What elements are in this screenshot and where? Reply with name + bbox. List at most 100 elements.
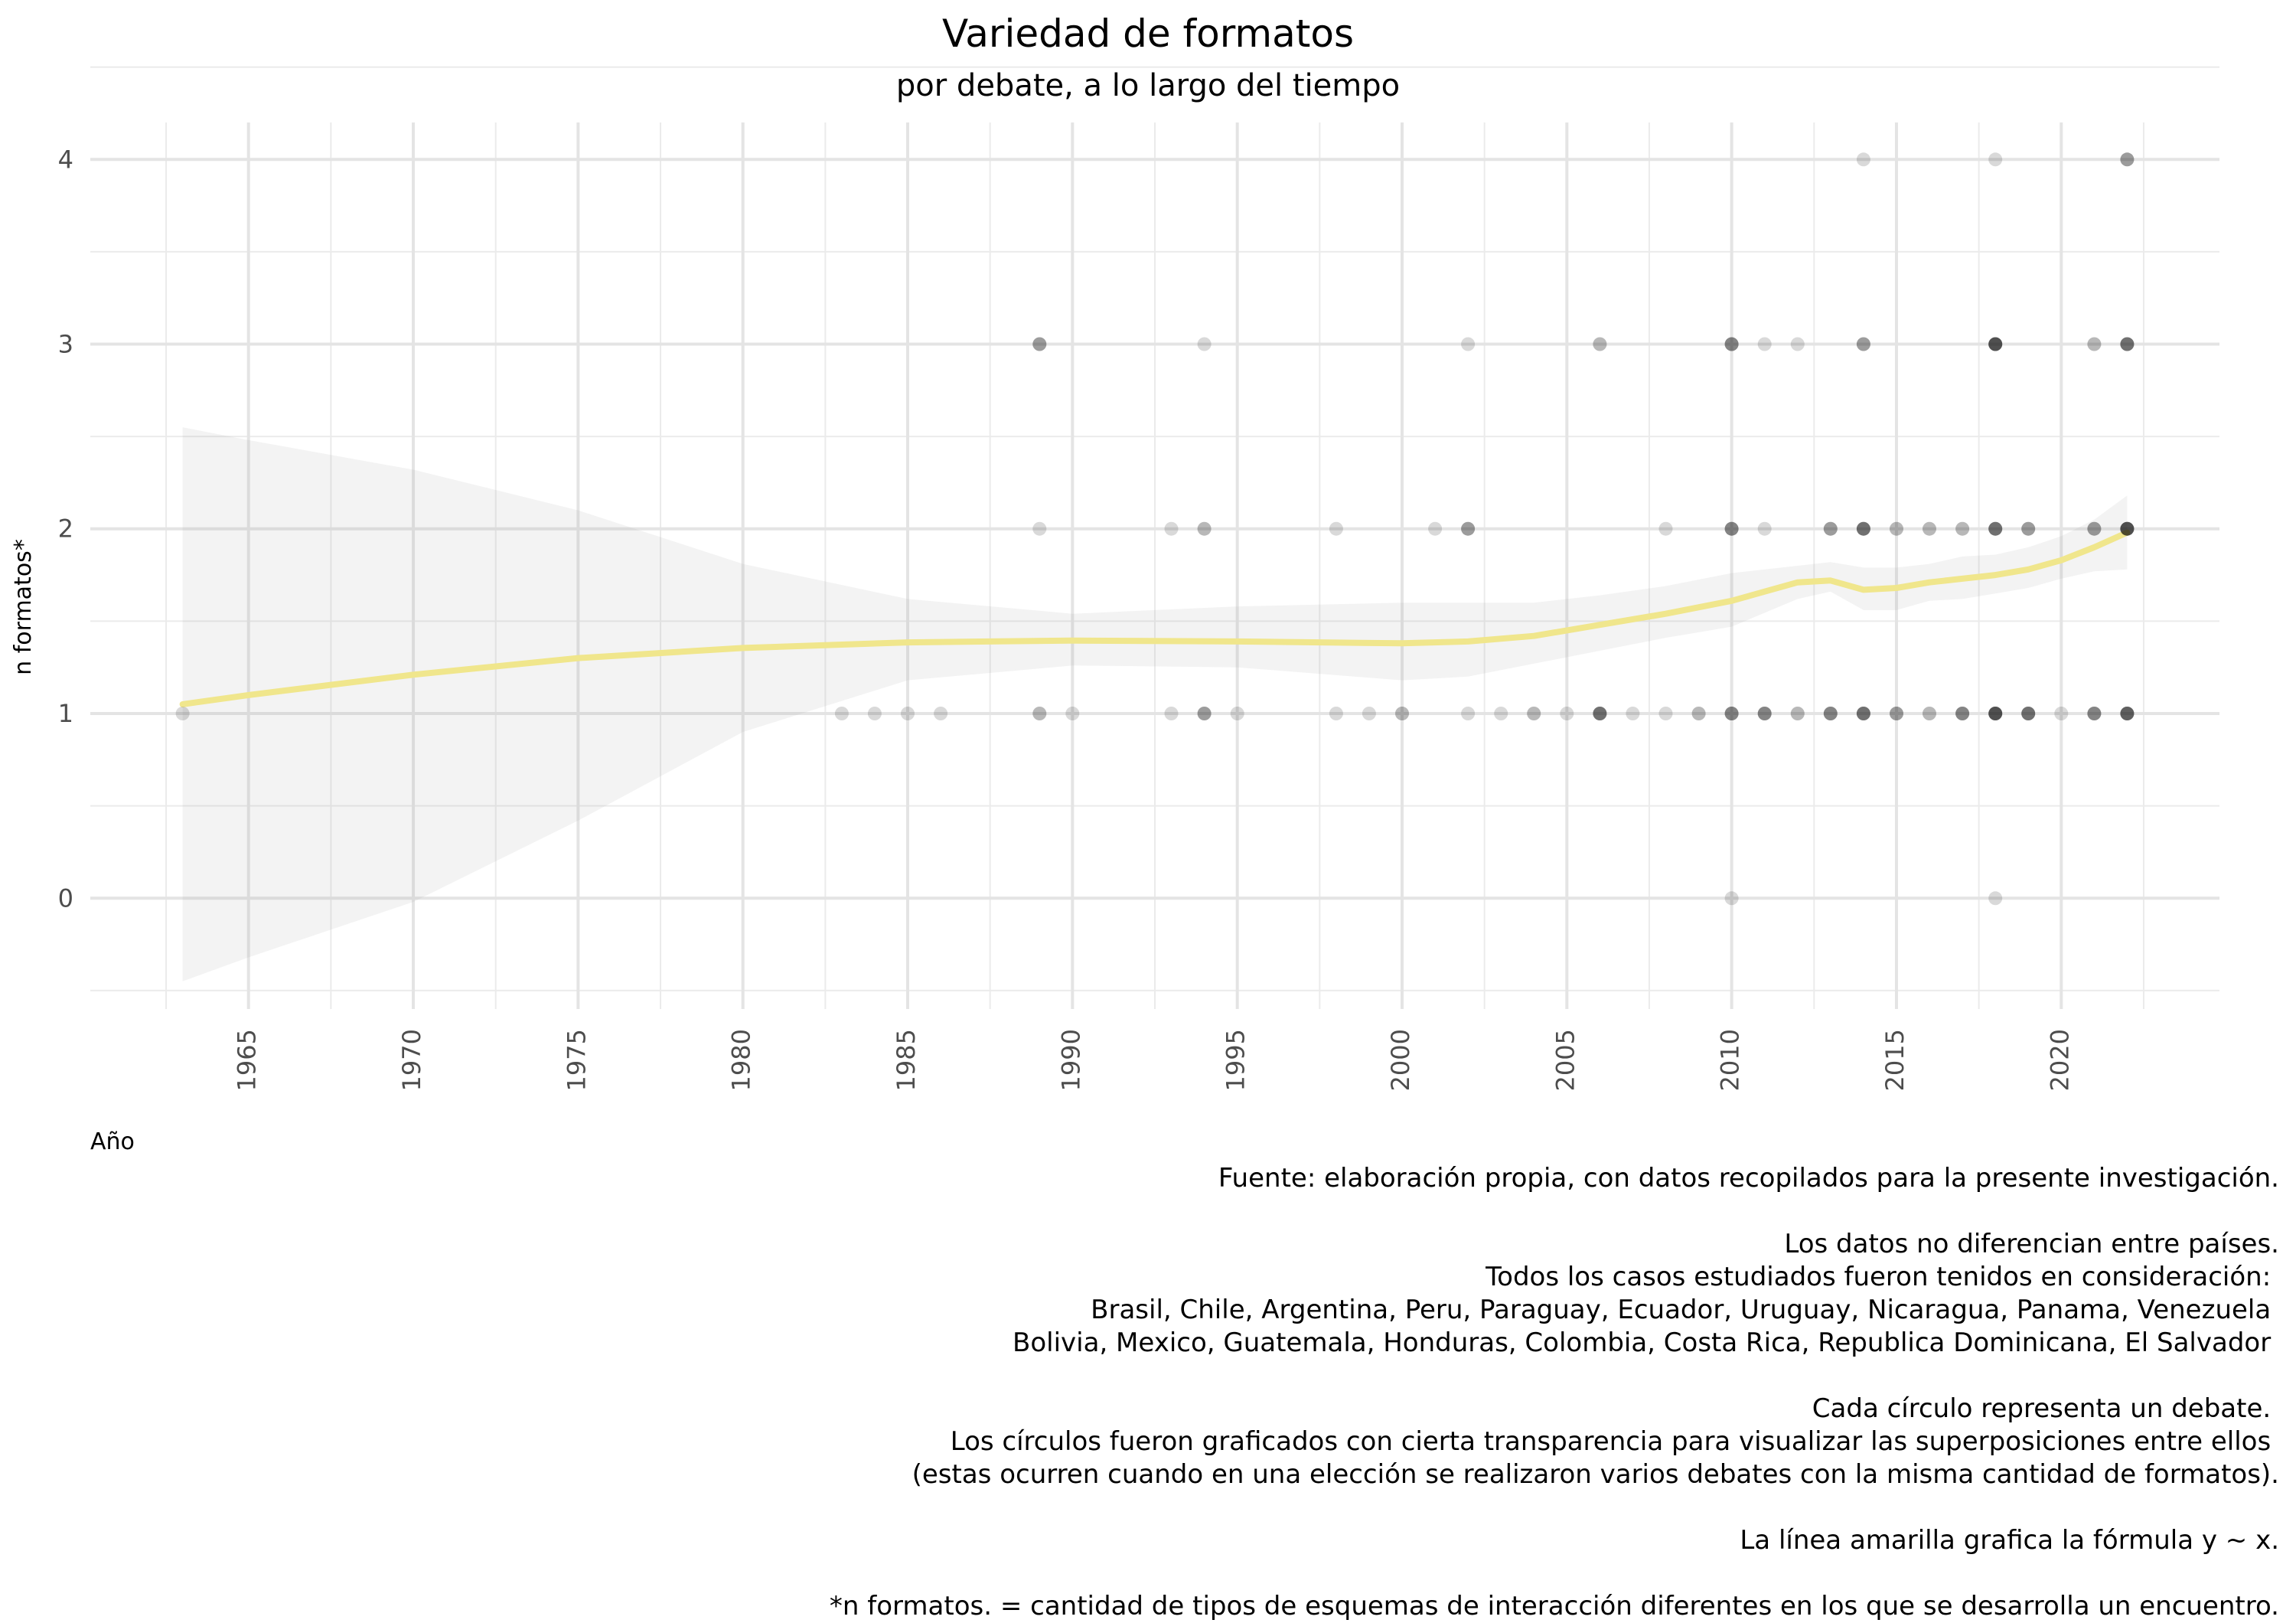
minor-gridlines <box>90 66 2219 1009</box>
data-point <box>2120 337 2135 351</box>
data-point <box>1724 521 1739 536</box>
data-point <box>1494 707 1508 720</box>
data-point <box>1428 521 1443 536</box>
data-point <box>1724 891 1739 906</box>
x-tick-label: 1970 <box>397 1029 426 1091</box>
data-point <box>1988 521 2003 536</box>
data-point <box>1856 521 1870 536</box>
x-tick-label: 1985 <box>892 1029 921 1091</box>
data-point <box>1988 337 2003 351</box>
data-point <box>1461 707 1476 720</box>
data-point <box>1032 337 1047 351</box>
data-point <box>2120 521 2135 536</box>
data-point <box>1856 152 1870 167</box>
y-tick-label: 0 <box>58 883 73 913</box>
y-axis-ticks: 0 1 2 3 4 <box>58 145 73 913</box>
data-point <box>1923 521 1936 536</box>
data-point <box>1955 521 1970 536</box>
data-point <box>2087 521 2102 536</box>
data-point <box>1955 707 1970 720</box>
data-point <box>1856 337 1870 351</box>
data-point <box>2120 707 2135 720</box>
data-point <box>1527 707 1541 720</box>
data-point <box>1362 707 1376 720</box>
data-point <box>1856 337 1870 351</box>
confidence-band <box>182 427 2128 981</box>
data-point <box>1988 521 2003 536</box>
caption-spacer <box>289 1557 2279 1590</box>
confidence-band-layer <box>182 427 2128 981</box>
chart-title: Variedad de formatos <box>941 11 1355 56</box>
data-point <box>1724 337 1739 351</box>
data-point <box>1724 521 1739 536</box>
data-point <box>1988 707 2003 720</box>
data-point <box>2087 707 2102 720</box>
data-point <box>1724 521 1739 536</box>
data-point <box>1032 707 1047 720</box>
y-tick-label: 2 <box>58 514 73 544</box>
data-point <box>2087 337 2102 351</box>
data-point <box>1032 521 1047 536</box>
x-tick-label: 2020 <box>2045 1029 2074 1091</box>
data-point <box>175 707 190 720</box>
data-point <box>1197 707 1212 720</box>
data-point <box>1626 707 1640 720</box>
data-point <box>1988 521 2003 536</box>
data-point <box>2120 521 2135 536</box>
data-point <box>1923 707 1936 720</box>
data-point <box>934 707 948 720</box>
data-point <box>1988 707 2003 720</box>
data-point <box>1856 707 1870 720</box>
data-point <box>1065 707 1080 720</box>
data-point <box>1823 707 1838 720</box>
data-point <box>1856 707 1870 720</box>
caption-line: Los datos no diferencian entre países. <box>1784 1229 2279 1259</box>
caption-line: (estas ocurren cuando en una elección se… <box>912 1459 2279 1490</box>
data-point <box>1856 707 1870 720</box>
data-point <box>2120 707 2135 720</box>
x-axis-title: Año <box>90 1128 135 1155</box>
points-layer <box>175 152 2135 906</box>
data-point <box>1329 707 1343 720</box>
data-point <box>2120 337 2135 351</box>
data-point <box>1890 707 1903 720</box>
data-point <box>1691 707 1706 720</box>
data-point <box>2087 707 2102 720</box>
data-point <box>1856 707 1870 720</box>
data-point <box>1856 337 1870 351</box>
data-point <box>1197 337 1212 351</box>
data-point <box>2021 707 2036 720</box>
data-point <box>1988 707 2003 720</box>
data-point <box>1988 337 2003 351</box>
data-point <box>2120 152 2135 167</box>
data-point <box>1856 521 1870 536</box>
data-point <box>1197 521 1212 536</box>
data-point <box>1890 521 1903 536</box>
data-point <box>2120 337 2135 351</box>
data-point <box>1856 521 1870 536</box>
data-point <box>1923 521 1936 536</box>
data-point <box>1757 337 1772 351</box>
data-point <box>2120 521 2135 536</box>
data-point <box>1988 891 2003 906</box>
data-point <box>1757 707 1772 720</box>
data-point <box>1890 521 1903 536</box>
data-point <box>1724 707 1739 720</box>
data-point <box>1197 707 1212 720</box>
x-tick-label: 1980 <box>727 1029 756 1091</box>
x-axis-ticks: 1965 1970 1975 1980 1985 1990 1995 2000 2005 2010… <box>233 1029 2075 1091</box>
data-point <box>1593 707 1607 720</box>
data-point <box>1856 707 1870 720</box>
x-tick-label: 1965 <box>233 1029 262 1091</box>
data-point <box>1757 521 1772 536</box>
data-point <box>1890 707 1903 720</box>
data-point <box>1164 521 1179 536</box>
data-point <box>1395 707 1409 720</box>
data-point <box>1790 707 1805 720</box>
data-point <box>1197 521 1212 536</box>
data-point <box>1988 337 2003 351</box>
data-point <box>867 707 882 720</box>
data-point <box>1724 707 1739 720</box>
data-point <box>1955 521 1970 536</box>
